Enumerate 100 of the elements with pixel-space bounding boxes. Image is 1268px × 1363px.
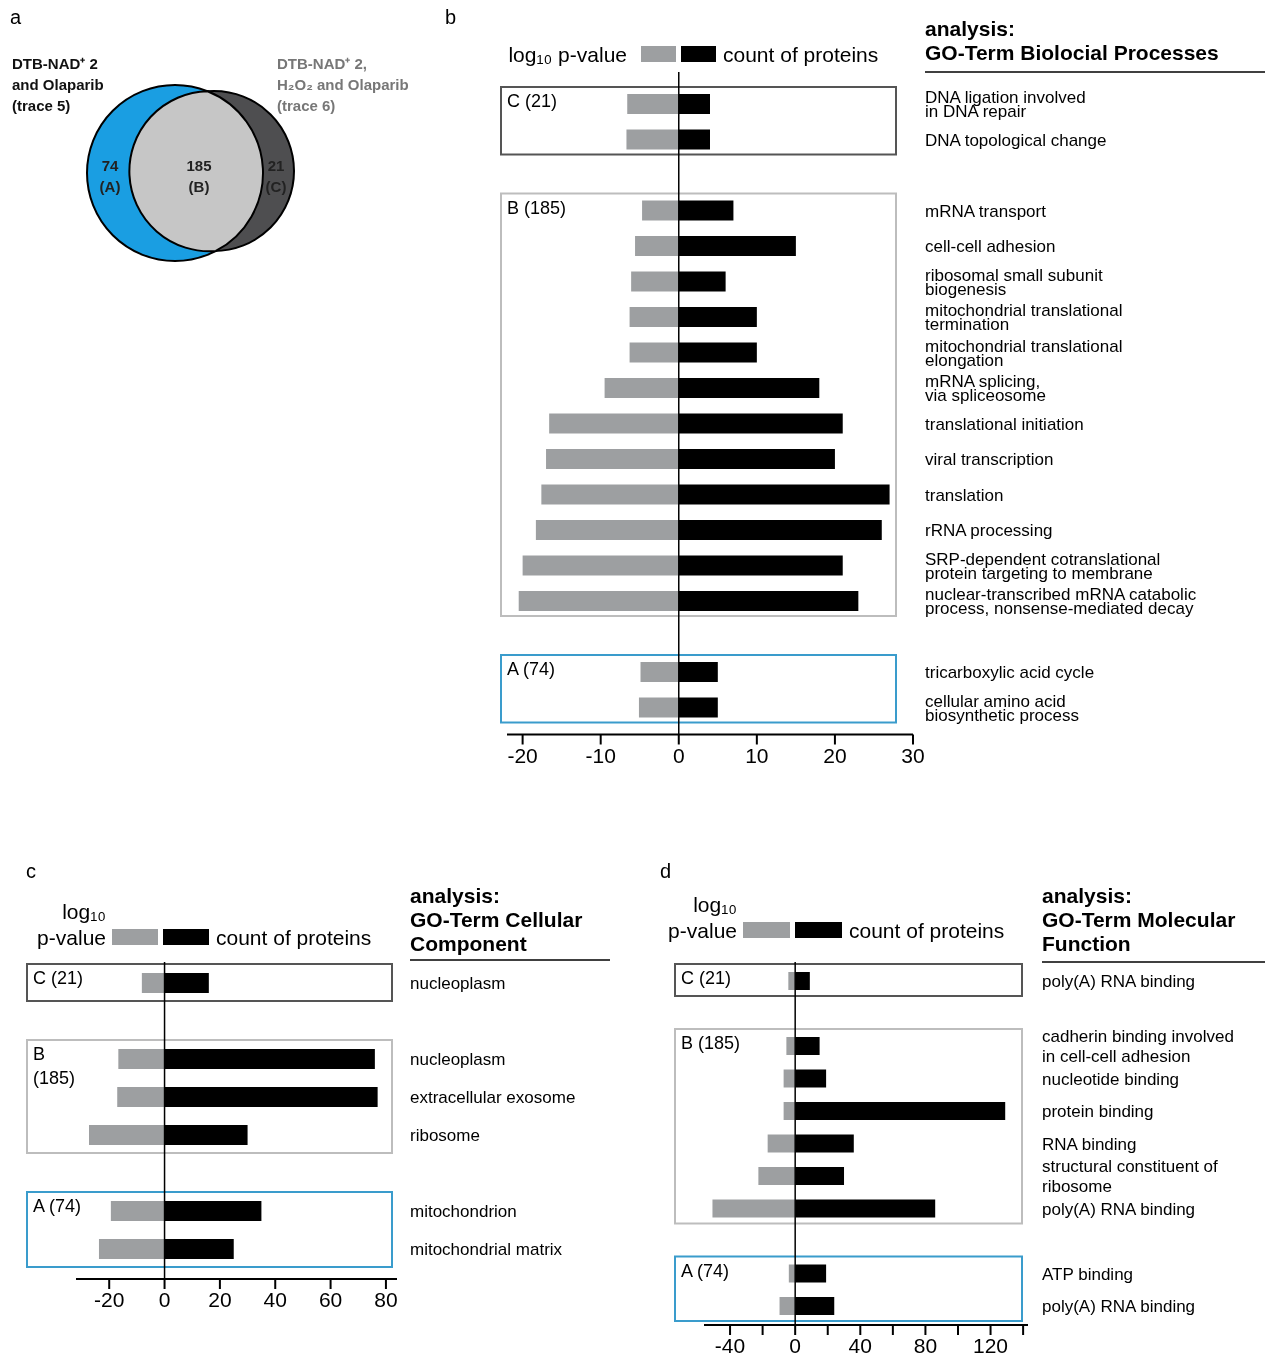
y-tick-label: poly(A) RNA binding: [1042, 1297, 1196, 1316]
y-tick-label: translational initiation: [925, 414, 1084, 434]
bar: [110, 1201, 165, 1221]
text: log₁₀ p-value: [668, 893, 737, 942]
bar: [522, 555, 679, 576]
text: c: [26, 860, 36, 882]
y-tick-label: DNA topological change: [925, 130, 1107, 150]
x-tick-label: 120: [973, 1334, 1009, 1357]
bar: [629, 342, 679, 363]
y-tick-label: mitochondrial matrix: [410, 1240, 563, 1259]
legend-label: count of proteins: [216, 926, 372, 949]
y-tick-label: tricarboxylic acid cycle: [925, 663, 1095, 682]
text: DTB-NAD⁺ 2 and Olaparib (trace 5): [12, 55, 104, 114]
x-tick-label: 10: [745, 743, 769, 767]
x-tick-label: 0: [672, 743, 685, 767]
bar: [786, 1037, 796, 1055]
y-tick-label: DNA ligation involved in DNA repair: [925, 88, 1086, 121]
x-tick-label: 40: [263, 1288, 287, 1311]
annotation: B (185): [507, 197, 567, 218]
text: analysis: GO-Term Molecular Function: [1042, 884, 1236, 955]
bar: [535, 520, 679, 540]
data-label: 74: [101, 157, 119, 174]
text: analysis: GO-Term Biolocial Processes: [925, 17, 1219, 64]
annotation: C (21): [33, 968, 84, 988]
y-tick-label: ribosomal small subunit biogenesis: [925, 265, 1103, 299]
y-tick-label: extracellular exosome: [410, 1088, 576, 1107]
bar: [631, 271, 679, 292]
y-tick-label: nucleoplasm: [410, 974, 506, 993]
y-tick-label: mRNA splicing, via spliceosome: [925, 372, 1046, 405]
text: B (185): [33, 1044, 76, 1088]
annotation: A (74): [33, 1196, 82, 1216]
text: DTB-NAD⁺ 2, H₂O₂ and Olaparib (trace 6): [277, 55, 409, 114]
y-tick-label: cellular amino acid biosynthetic process: [925, 691, 1080, 725]
bar: [141, 973, 165, 993]
x-tick-label: -40: [714, 1334, 746, 1357]
annotation: C (21): [507, 91, 558, 111]
x-tick-label: 20: [823, 743, 847, 767]
annotation: B (185): [681, 1033, 741, 1053]
data-label: 185: [186, 157, 212, 174]
bar: [118, 1049, 165, 1069]
y-tick-label: protein binding: [1042, 1102, 1154, 1121]
bar: [626, 129, 679, 150]
text: a: [10, 6, 22, 28]
annotation: C (21): [681, 968, 732, 988]
y-tick-label: translation: [925, 485, 1004, 505]
bar: [549, 413, 679, 434]
bar: [629, 307, 679, 327]
text: analysis: GO-Term Cellular Component: [410, 884, 583, 955]
x-tick-label: -10: [585, 743, 616, 767]
category-label: (A): [99, 178, 121, 195]
x-tick-label: 0: [158, 1288, 171, 1311]
y-tick-label: RNA binding: [1042, 1134, 1137, 1154]
x-tick-label: 30: [901, 743, 925, 767]
x-tick-label: -20: [94, 1288, 125, 1311]
x-tick-label: 0: [789, 1334, 802, 1357]
y-tick-label: cell-cell adhesion: [925, 237, 1056, 256]
legend-label: count of proteins: [723, 43, 879, 66]
bar: [627, 94, 679, 114]
y-tick-label: viral transcription: [925, 450, 1054, 469]
x-tick-label: 60: [318, 1288, 343, 1311]
y-tick-label: mitochondrion: [410, 1202, 517, 1221]
text: log₁₀ p-value: [37, 900, 106, 949]
category-label: (B): [188, 178, 210, 195]
x-tick-label: 20: [208, 1288, 232, 1311]
y-tick-label: ATP binding: [1042, 1264, 1134, 1284]
bar: [98, 1239, 165, 1259]
legend-label: count of proteins: [849, 919, 1005, 942]
y-tick-label: ribosome: [410, 1126, 480, 1145]
text: b: [445, 6, 457, 28]
y-tick-label: poly(A) RNA binding: [1042, 1199, 1196, 1219]
y-tick-label: mitochondrial translational elongation: [925, 336, 1123, 370]
bar: [518, 591, 679, 611]
bar: [642, 200, 679, 221]
bar: [546, 449, 679, 469]
y-tick-label: rRNA processing: [925, 521, 1053, 540]
y-tick-label: nucleotide binding: [1042, 1069, 1180, 1089]
y-tick-label: SRP-dependent cotranslational protein targeting to membrane: [925, 549, 1161, 583]
annotation: A (74): [507, 659, 556, 679]
y-tick-label: mitochondrial translational termination: [925, 301, 1123, 334]
bar: [779, 1297, 796, 1315]
text: d: [660, 860, 672, 882]
x-tick-label: -20: [507, 743, 538, 767]
bar: [541, 484, 679, 505]
x-tick-label: 40: [848, 1334, 872, 1357]
bar: [640, 662, 679, 682]
bar: [758, 1167, 796, 1185]
bar: [604, 378, 679, 398]
bar: [767, 1134, 796, 1153]
y-tick-label: poly(A) RNA binding: [1042, 972, 1196, 991]
annotation: A (74): [681, 1260, 730, 1281]
bar: [712, 1199, 796, 1218]
y-tick-label: nucleoplasm: [410, 1050, 506, 1069]
series-label: log₁₀ p-value: [508, 43, 627, 66]
y-tick-label: mRNA transport: [925, 201, 1047, 221]
bar: [635, 236, 679, 256]
bar: [89, 1125, 165, 1145]
y-tick-label: nuclear-transcribed mRNA catabolic process, nonsense-mediated decay: [925, 585, 1197, 618]
bar: [638, 697, 679, 718]
x-tick-label: 80: [374, 1288, 398, 1311]
x-tick-label: 80: [913, 1334, 938, 1357]
